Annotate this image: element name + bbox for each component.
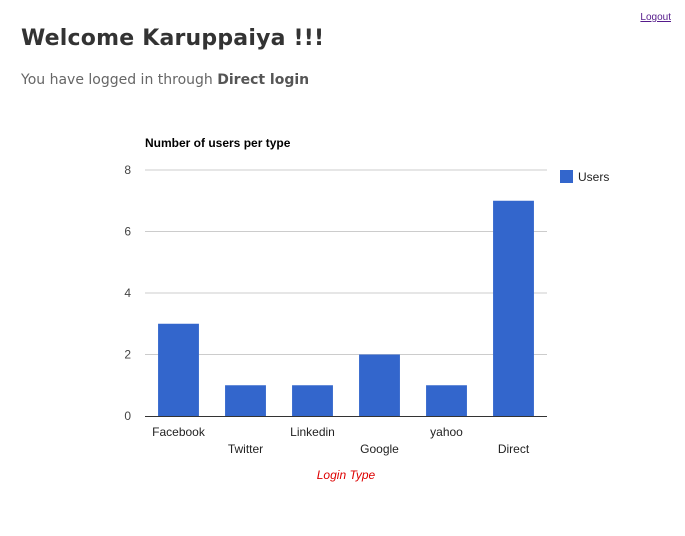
- legend-swatch: [560, 170, 573, 183]
- x-tick-label: Google: [360, 442, 399, 456]
- bar: [359, 354, 400, 416]
- bar: [158, 323, 199, 416]
- bar: [225, 385, 266, 416]
- x-axis-title: Login Type: [317, 468, 376, 482]
- login-prefix: You have logged in through: [21, 72, 213, 88]
- x-tick-label: yahoo: [430, 425, 463, 439]
- y-tick-label: 6: [124, 225, 131, 239]
- y-tick-label: 8: [124, 163, 131, 177]
- chart-bars: [158, 200, 534, 416]
- y-tick-label: 4: [124, 286, 131, 300]
- y-axis: 0 2 4 6 8: [124, 163, 131, 423]
- bar: [493, 200, 534, 416]
- welcome-heading: Welcome Karuppaiya !!!: [21, 26, 325, 51]
- y-tick-label: 2: [124, 348, 131, 362]
- chart-grid: [145, 169, 547, 355]
- bar: [292, 385, 333, 416]
- legend-label: Users: [578, 170, 609, 184]
- login-method: Direct login: [217, 72, 310, 88]
- login-info: You have logged in through Direct login: [21, 72, 309, 88]
- x-tick-label: Facebook: [152, 425, 206, 439]
- x-tick-label: Direct: [498, 442, 530, 456]
- x-tick-label: Twitter: [228, 442, 263, 456]
- chart-title: Number of users per type: [145, 136, 291, 150]
- x-axis: Facebook Twitter Linkedin Google yahoo Direct: [145, 416, 547, 456]
- y-tick-label: 0: [124, 409, 131, 423]
- bar: [426, 385, 467, 416]
- x-tick-label: Linkedin: [290, 425, 335, 439]
- logout-link[interactable]: Logout: [640, 12, 671, 23]
- chart-legend: Users: [560, 170, 609, 184]
